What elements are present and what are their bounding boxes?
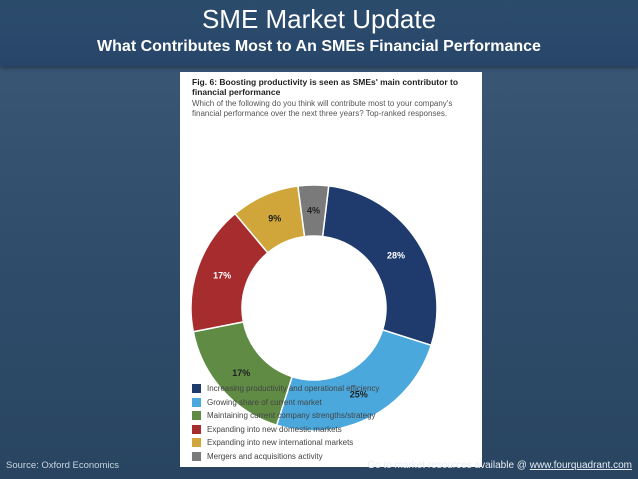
legend-swatch — [192, 411, 201, 421]
legend-item-6: Mergers and acquisitions activity — [192, 450, 478, 464]
chart-legend: Increasing productivity and operational … — [192, 382, 478, 463]
donut-slice-6 — [297, 184, 330, 238]
donut-slice-2 — [275, 328, 433, 432]
resources-link[interactable]: www.fourquadrant.com — [529, 460, 632, 471]
chart-panel: Fig. 6: Boosting productivity is seen as… — [180, 72, 482, 467]
legend-label: Maintaining current company strengths/st… — [207, 411, 376, 421]
donut-label-3: 17% — [232, 368, 250, 378]
legend-item-2: Growing share of current market — [192, 396, 478, 410]
chart-title: Fig. 6: Boosting productivity is seen as… — [192, 77, 459, 97]
legend-swatch — [192, 384, 201, 394]
legend-label: Increasing productivity and operational … — [207, 384, 380, 394]
donut-label-6: 4% — [307, 206, 320, 216]
legend-label: Expanding into new domestic markets — [207, 424, 342, 434]
legend-item-5: Expanding into new international markets — [192, 436, 478, 450]
chart-question: Which of the following do you think will… — [192, 99, 453, 118]
legend-swatch — [192, 438, 201, 448]
donut-label-4: 17% — [213, 270, 231, 280]
legend-swatch — [192, 451, 201, 461]
legend-swatch — [192, 397, 201, 407]
legend-label: Expanding into new international markets — [207, 438, 354, 448]
legend-swatch — [192, 424, 201, 434]
donut-chart: 28% 25% 17% 17% 9% 4% — [190, 184, 438, 432]
legend-label: Growing share of current market — [207, 397, 322, 407]
donut-label-5: 9% — [268, 214, 281, 224]
legend-item-1: Increasing productivity and operational … — [192, 382, 478, 396]
slide-title: SME Market Update — [201, 4, 437, 34]
donut-slice-1 — [321, 185, 438, 347]
source-note: Source: Oxford Economics — [6, 460, 119, 471]
resources-text: Go to market resources available @ — [367, 460, 530, 471]
resources-note: Go to market resources available @ www.f… — [367, 460, 632, 471]
slide-subtitle: What Contributes Most to An SMEs Financi… — [97, 38, 541, 55]
legend-item-4: Expanding into new domestic markets — [192, 423, 478, 437]
donut-label-1: 28% — [387, 250, 405, 260]
legend-item-3: Maintaining current company strengths/st… — [192, 409, 478, 423]
header-band — [0, 0, 638, 66]
legend-label: Mergers and acquisitions activity — [207, 451, 323, 461]
donut-label-2: 25% — [350, 390, 368, 400]
